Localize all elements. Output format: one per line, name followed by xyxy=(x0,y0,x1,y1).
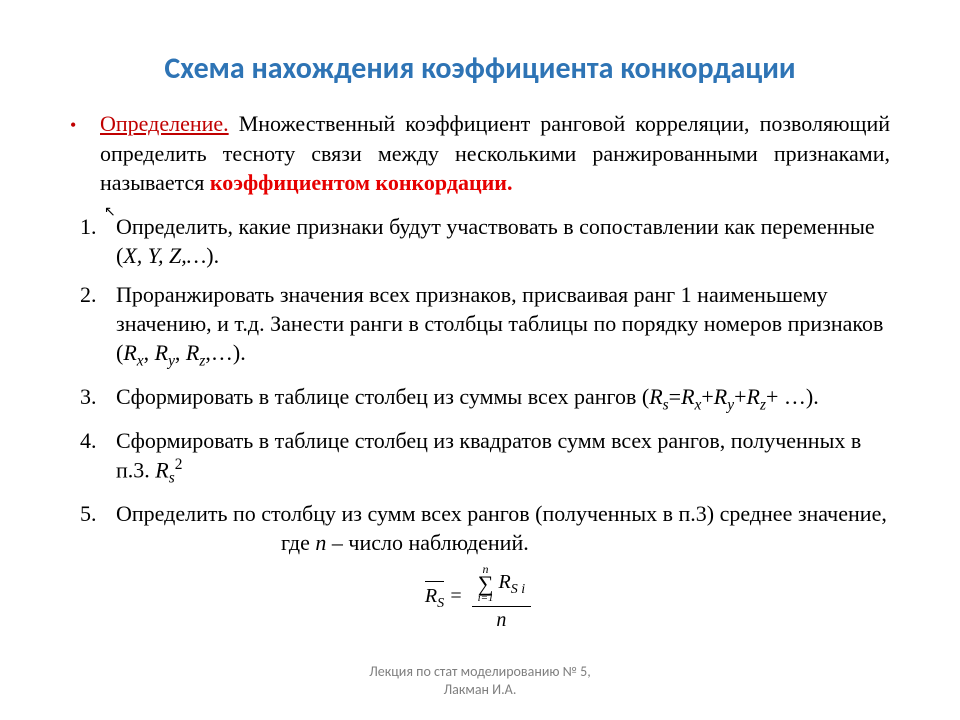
definition-label: Определение. xyxy=(100,111,229,136)
bullet-dot-icon: • xyxy=(70,109,100,198)
step-3-rs: R xyxy=(649,384,662,409)
slide: Схема нахождения коэффициента конкордаци… xyxy=(0,0,960,720)
step-4-rs-sup: 2 xyxy=(175,456,183,473)
step-5-n: n xyxy=(315,530,326,555)
formula-term-S: S xyxy=(511,582,518,597)
step-5-gap xyxy=(116,530,281,555)
step-2-ry: R xyxy=(155,340,168,365)
step-3-rx: R xyxy=(681,384,694,409)
page-title: Схема нахождения коэффициента конкордаци… xyxy=(70,50,890,87)
step-2-rx: R xyxy=(123,340,136,365)
step-3-text-b: + …). xyxy=(766,384,819,409)
step-1-text-a: Определить, какие признаки будут участво… xyxy=(116,214,875,268)
formula-term-i-val: i xyxy=(521,582,525,597)
formula-numerator: n ∑ i=1 RS i xyxy=(472,563,532,607)
step-2: Проранжировать значения всех признаков, … xyxy=(80,280,890,372)
step-4: Сформировать в таблице столбец из квадра… xyxy=(80,426,890,489)
step-2-text-b: ,…). xyxy=(205,340,245,365)
step-3-p2: + xyxy=(734,384,746,409)
step-3-ry: R xyxy=(714,384,727,409)
footer-line-1: Лекция по стат моделированию № 5, xyxy=(0,663,960,681)
formula-fraction: n ∑ i=1 RS i n xyxy=(472,563,532,632)
step-4-text-a: Сформировать в таблице столбец из квадра… xyxy=(116,428,861,482)
step-1: Определить, какие признаки будут участво… xyxy=(80,212,890,270)
step-5-text-c: – число наблюдений. xyxy=(326,530,528,555)
sigma-icon: n ∑ i=1 xyxy=(478,563,494,604)
step-5-text-a: Определить по столбцу из сумм всех ранго… xyxy=(116,501,887,526)
formula-R: R xyxy=(425,585,437,607)
step-1-text-b: ). xyxy=(206,243,219,268)
step-2-rx-sub: x xyxy=(137,353,144,370)
definition-term: коэффициентом конкордации. xyxy=(210,170,513,195)
step-2-c2: , xyxy=(175,340,186,365)
step-3-p1: + xyxy=(701,384,713,409)
step-3: Сформировать в таблице столбец из суммы … xyxy=(80,382,890,416)
definition-block: • Определение. Множественный коэффициент… xyxy=(70,109,890,198)
step-1-vars: X, Y, Z,… xyxy=(123,243,206,268)
definition-text: Определение. Множественный коэффициент р… xyxy=(100,109,890,198)
step-4-rs: R xyxy=(155,457,168,482)
formula: RS = n ∑ i=1 RS i n xyxy=(425,563,535,632)
step-5: Определить по столбцу из сумм всех ранго… xyxy=(80,499,890,557)
step-3-eq: = xyxy=(669,384,681,409)
sigma-lower: i=1 xyxy=(478,593,494,604)
formula-rs-bar: RS xyxy=(425,585,444,612)
step-5-text-b: где xyxy=(281,530,315,555)
footer: Лекция по стат моделированию № 5, Лакман… xyxy=(0,663,960,698)
steps-list: Определить, какие признаки будут участво… xyxy=(70,212,890,557)
formula-term-R: R xyxy=(499,571,511,593)
formula-eq: = xyxy=(444,585,468,607)
footer-line-2: Лакман И.А. xyxy=(0,681,960,699)
formula-block: RS = n ∑ i=1 RS i n xyxy=(70,563,890,632)
step-2-rz: R xyxy=(186,340,199,365)
step-3-rz: R xyxy=(747,384,760,409)
step-2-ry-sub: y xyxy=(168,353,175,370)
formula-R-sub: S xyxy=(437,596,444,611)
formula-denominator: n xyxy=(472,607,532,632)
step-3-text-a: Сформировать в таблице столбец из суммы … xyxy=(116,384,649,409)
step-2-c1: , xyxy=(144,340,155,365)
